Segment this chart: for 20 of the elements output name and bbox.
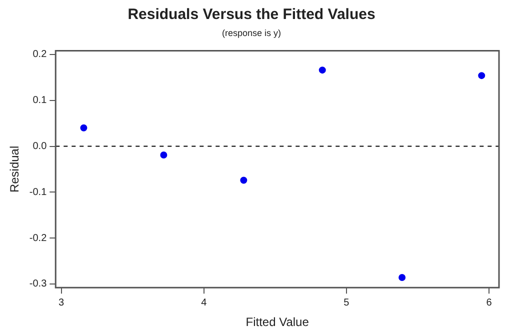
chart-title: Residuals Versus the Fitted Values (128, 6, 376, 24)
point (478, 72, 486, 80)
y-tick-label: -0.2 (29, 232, 48, 244)
x-tick-label: 5 (344, 297, 350, 308)
y-tick-label: 0.0 (32, 141, 48, 152)
y-axis-title: Residual (8, 146, 22, 193)
y-tick-label: -0.1 (29, 186, 48, 198)
point (318, 66, 326, 74)
point (80, 124, 88, 132)
y-tick-label: 0.1 (32, 95, 48, 106)
point (398, 274, 406, 282)
y-tick-label: 0.2 (32, 49, 48, 60)
point (240, 176, 248, 184)
x-tick-label: 6 (486, 297, 492, 308)
y-tick-label: -0.3 (29, 278, 48, 290)
x-tick-label: 3 (58, 297, 65, 308)
point (160, 151, 168, 158)
x-axis-title: Fitted Value (246, 315, 310, 330)
chart-subtitle: (response is y) (222, 28, 282, 38)
x-tick-label: 4 (201, 297, 208, 308)
